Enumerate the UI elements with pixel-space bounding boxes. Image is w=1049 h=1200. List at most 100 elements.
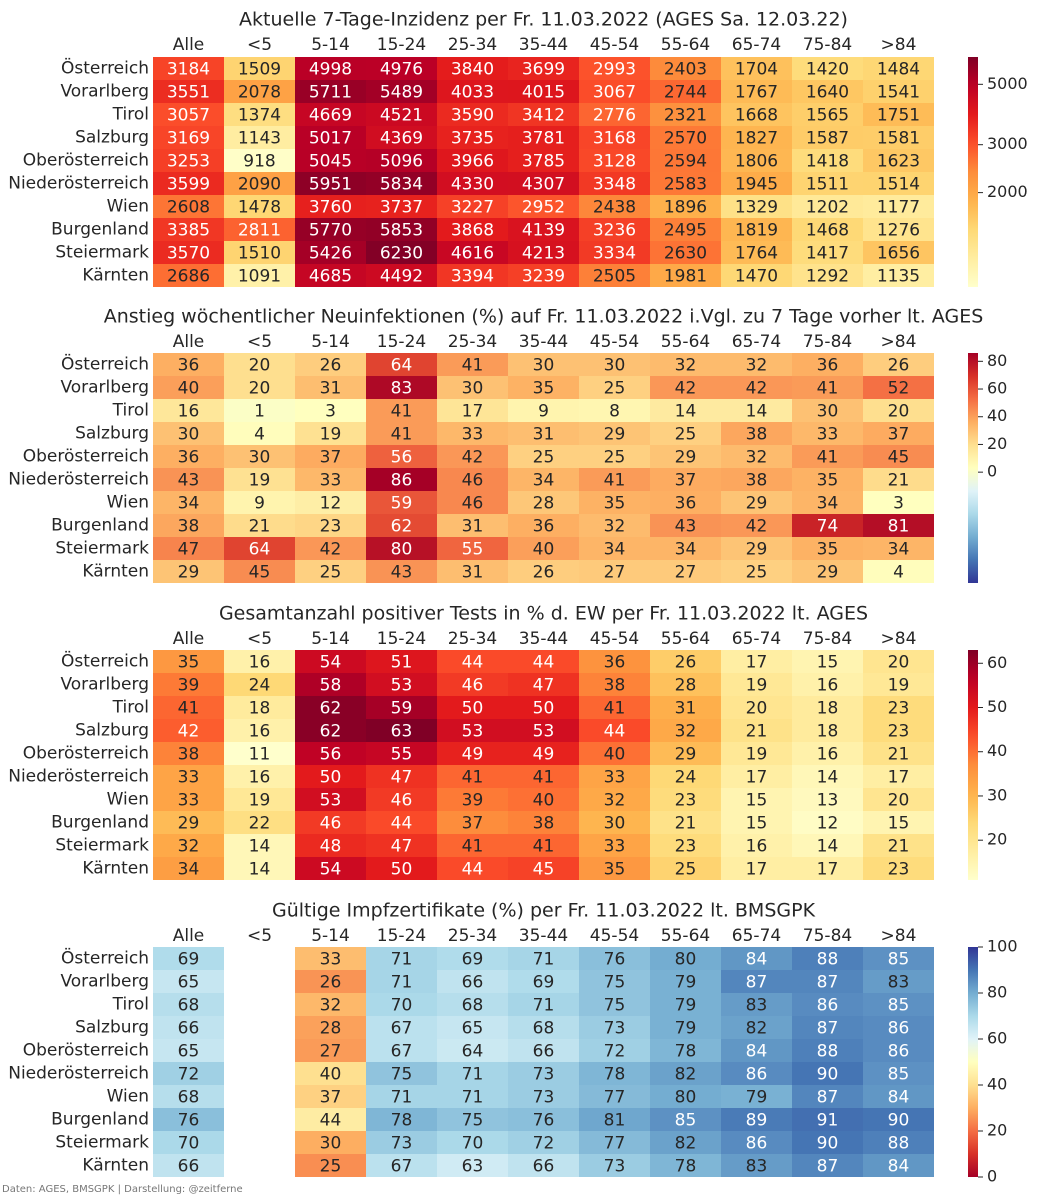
panel-3-cell-label: 87 [746, 973, 768, 993]
panel-0-cell [721, 80, 792, 103]
panel-0-cell [153, 126, 224, 149]
panel-2-cell [295, 742, 366, 765]
panel-1-cell [863, 353, 934, 376]
panel-1-cell [863, 399, 934, 422]
panel-1-cell-label: 31 [320, 379, 342, 399]
panel-1-cell [224, 353, 295, 376]
panel-2-cell [153, 742, 224, 765]
panel-2-cell-label: 63 [391, 722, 413, 742]
panel-3-colorbar-tick-label: 0 [987, 1167, 997, 1186]
panel-1-cell-label: 19 [320, 425, 342, 445]
panel-3-cell-label: 73 [391, 1134, 413, 1154]
panel-2-cell-label: 31 [675, 699, 697, 719]
panel-0-cell-label: 1565 [806, 106, 849, 126]
panel-3-cell [508, 1154, 579, 1177]
panel-0-row-label: Oberösterreich [23, 151, 149, 171]
panel-2-cell [721, 765, 792, 788]
panel-1-cell [863, 376, 934, 399]
panel-3-cell-label: 67 [391, 1042, 413, 1062]
panel-3-cell-label: 85 [888, 1065, 910, 1085]
panel-0-cell-label: 2952 [522, 198, 565, 218]
panel-2-row-label: Kärnten [82, 859, 149, 879]
panel-0-cell [295, 103, 366, 126]
panel-1-cell [295, 491, 366, 514]
panel-2-cell [792, 834, 863, 857]
panel-0-cell [437, 149, 508, 172]
panel-2-cell [792, 742, 863, 765]
panel-2-cell-label: 17 [746, 768, 768, 788]
panel-3-cell [295, 1108, 366, 1131]
panel-2-cell [792, 650, 863, 673]
panel-3-column-label: 45-54 [590, 926, 639, 946]
panel-2-cell-label: 15 [746, 791, 768, 811]
panel-0-cell-label: 5426 [309, 244, 352, 264]
panel-1-colorbar [968, 353, 978, 583]
panel-1-cell-label: 36 [178, 356, 200, 376]
panel-1-cell-label: 64 [249, 540, 271, 560]
panel-0-cell [579, 241, 650, 264]
panel-0-cell [224, 172, 295, 195]
panel-3-row-label: Tirol [112, 995, 149, 1015]
panel-2-column-label: 45-54 [590, 629, 639, 649]
panel-1-cell [295, 399, 366, 422]
panel-1-cell [508, 560, 579, 583]
panel-0-cell-label: 1509 [238, 60, 281, 80]
panel-2-cell [153, 719, 224, 742]
panel-2-cell-label: 16 [817, 676, 839, 696]
panel-1-column-label: 15-24 [377, 332, 426, 352]
panel-2-cell [508, 650, 579, 673]
panel-1-cell [437, 560, 508, 583]
panel-1-cell-label: 80 [391, 540, 413, 560]
panel-1-cell-label: 32 [675, 356, 697, 376]
panel-3-cell-label: 66 [178, 1019, 200, 1039]
panel-0-cell [508, 195, 579, 218]
panel-2-cell [650, 788, 721, 811]
panel-3-cell [863, 1131, 934, 1154]
panel-2-cell [579, 719, 650, 742]
panel-1-cell-label: 31 [533, 425, 555, 445]
panel-1-cell [721, 468, 792, 491]
panel-3-cell [792, 993, 863, 1016]
panel-0-cell-label: 3590 [451, 106, 494, 126]
panel-3-cell [863, 993, 934, 1016]
panel-1-cell [650, 445, 721, 468]
panel-1-cell [721, 399, 792, 422]
panel-3-cell-label: 71 [462, 1088, 484, 1108]
panel-2-cell [508, 811, 579, 834]
panel-1-cell [579, 514, 650, 537]
panel-2-cell [437, 673, 508, 696]
panel-2-cell-label: 26 [675, 653, 697, 673]
panel-3-row-label: Oberösterreich [23, 1041, 149, 1061]
panel-1-cell-label: 42 [675, 379, 697, 399]
panel-3-cell [508, 1108, 579, 1131]
panel-3-cell-label: 84 [746, 1042, 768, 1062]
panel-2-cell-label: 44 [391, 814, 413, 834]
panel-3-cell-label: 68 [178, 1088, 200, 1108]
panel-0-cell [650, 149, 721, 172]
panel-0-row-label: Tirol [112, 105, 149, 125]
panel-2-cell-label: 20 [746, 699, 768, 719]
panel-2-cell-label: 20 [888, 653, 910, 673]
panel-3-cell-label: 78 [675, 1157, 697, 1177]
panel-3-cell-label: 65 [178, 973, 200, 993]
panel-1-cell [295, 468, 366, 491]
panel-2-cell-label: 16 [746, 837, 768, 857]
panel-2-cell [508, 719, 579, 742]
panel-0-cell [508, 126, 579, 149]
panel-3-cell-label: 73 [533, 1065, 555, 1085]
panel-1-cell [437, 353, 508, 376]
panel-3-cell-label: 27 [320, 1042, 342, 1062]
panel-2-cell-label: 38 [178, 745, 200, 765]
panel-2-cell-label: 44 [462, 653, 484, 673]
panel-3-cell [721, 993, 792, 1016]
panel-3-cell [437, 1016, 508, 1039]
panel-2-cell-label: 37 [462, 814, 484, 834]
panel-0-cell-label: 1587 [806, 129, 849, 149]
panel-1-column-label: 25-34 [448, 332, 497, 352]
panel-3-cell-label: 66 [462, 973, 484, 993]
panel-1-cell [721, 537, 792, 560]
panel-3-cell [792, 1108, 863, 1131]
panel-3-column-label: 65-74 [732, 926, 781, 946]
panel-2-cell [863, 811, 934, 834]
panel-3-cell [437, 1039, 508, 1062]
